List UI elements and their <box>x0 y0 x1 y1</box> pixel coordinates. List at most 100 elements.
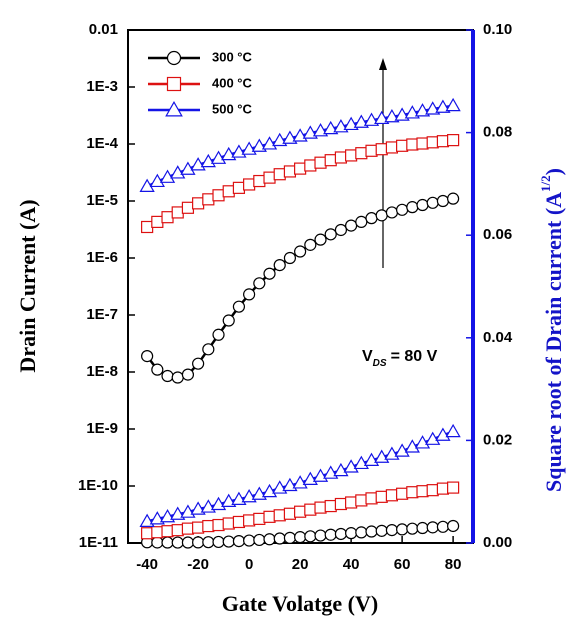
x-axis-label: Gate Volatge (V) <box>222 591 378 616</box>
marker <box>212 535 225 549</box>
marker <box>294 505 307 518</box>
marker <box>192 521 205 534</box>
marker <box>426 136 439 149</box>
marker <box>202 536 215 549</box>
marker <box>375 209 388 222</box>
marker <box>345 496 358 509</box>
marker <box>343 459 359 473</box>
marker <box>396 203 409 216</box>
marker <box>151 526 164 539</box>
marker <box>345 149 358 162</box>
y-tick-label: 1E-9 <box>86 420 118 437</box>
y-tick-label: 1E-4 <box>86 135 118 152</box>
y-tick-label: 1E-7 <box>86 306 118 323</box>
marker <box>445 423 461 438</box>
marker <box>396 487 409 500</box>
series-line <box>146 138 454 229</box>
marker <box>436 520 450 533</box>
marker <box>385 489 399 502</box>
marker <box>385 524 399 537</box>
marker <box>447 192 460 205</box>
marker <box>396 139 409 152</box>
marker <box>426 196 439 209</box>
marker <box>365 492 378 505</box>
marker <box>447 134 460 147</box>
marker <box>396 523 409 536</box>
marker <box>406 486 419 499</box>
marker <box>151 215 164 228</box>
marker <box>436 135 450 148</box>
marker <box>385 206 399 219</box>
marker <box>323 120 339 135</box>
marker <box>355 215 368 228</box>
marker <box>212 328 225 341</box>
marker <box>141 220 154 234</box>
marker <box>221 493 237 507</box>
legend-label: 300 °C <box>212 49 253 64</box>
marker <box>181 201 195 214</box>
marker <box>426 521 439 534</box>
x-tick-label: -20 <box>187 556 209 573</box>
marker <box>243 178 256 191</box>
marker <box>375 490 388 503</box>
marker <box>141 350 154 363</box>
marker <box>333 462 349 477</box>
marker <box>222 314 235 327</box>
marker <box>324 228 337 241</box>
y2-tick-label: 0.02 <box>483 431 512 448</box>
annotation-rest: = 80 V <box>391 348 438 365</box>
x-tick-label: -40 <box>136 556 158 573</box>
marker <box>416 198 429 212</box>
marker <box>404 105 420 119</box>
marker <box>365 212 378 225</box>
marker <box>192 536 205 549</box>
marker <box>263 267 276 280</box>
marker <box>345 219 358 232</box>
x-tick-label: 20 <box>292 556 309 573</box>
marker <box>406 138 419 151</box>
marker <box>253 512 266 525</box>
legend-label: 400 °C <box>212 75 253 90</box>
marker <box>324 528 337 541</box>
y2-label-main: Square root of Drain current (A <box>541 192 566 492</box>
marker <box>243 514 256 527</box>
y-axis-label: Drain Current (A) <box>15 199 40 372</box>
marker <box>294 531 307 544</box>
marker <box>222 185 235 198</box>
marker <box>141 527 154 540</box>
marker <box>324 154 337 167</box>
y-tick-label: 1E-3 <box>86 78 118 95</box>
marker <box>445 97 461 112</box>
marker <box>374 110 390 125</box>
x-tick-label: 0 <box>245 556 253 573</box>
marker <box>435 99 451 113</box>
marker <box>314 156 327 169</box>
marker <box>436 482 450 495</box>
marker <box>273 259 286 272</box>
marker <box>243 288 256 301</box>
marker <box>273 532 286 545</box>
marker <box>253 277 266 290</box>
marker <box>139 178 155 192</box>
y-tick-label: 1E-10 <box>78 477 118 494</box>
marker <box>261 483 278 498</box>
marker <box>353 114 369 128</box>
marker <box>304 530 317 543</box>
marker <box>161 369 174 383</box>
marker <box>375 524 388 537</box>
marker <box>181 368 195 381</box>
marker <box>263 510 276 523</box>
marker <box>294 245 307 258</box>
marker <box>283 165 297 178</box>
marker <box>334 497 348 511</box>
marker <box>212 189 225 202</box>
marker <box>161 211 174 224</box>
marker <box>436 194 450 208</box>
marker <box>161 525 174 538</box>
marker <box>345 527 358 540</box>
marker <box>210 150 227 164</box>
marker <box>406 522 419 535</box>
y-tick-label: 1E-6 <box>86 249 118 266</box>
marker <box>365 525 378 538</box>
marker <box>171 536 184 549</box>
